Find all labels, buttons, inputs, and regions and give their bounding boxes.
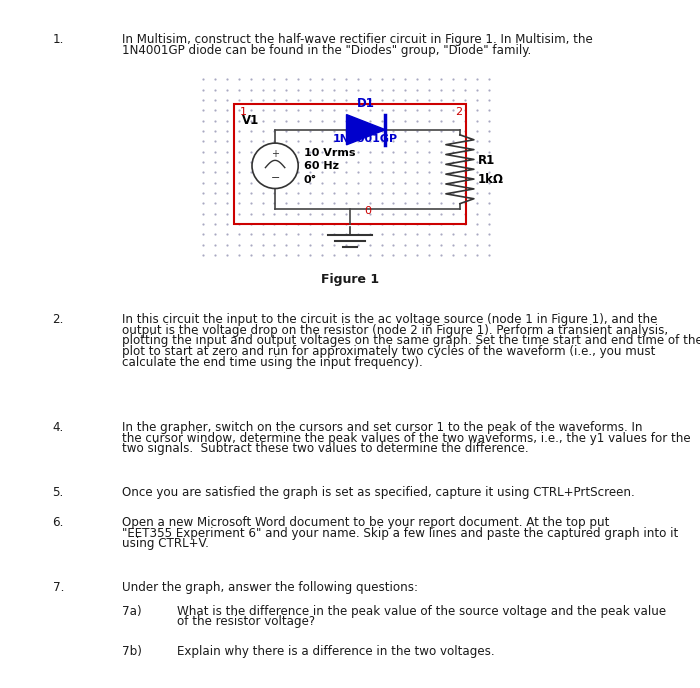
- Text: 2: 2: [455, 107, 462, 117]
- Circle shape: [252, 143, 298, 189]
- Polygon shape: [346, 115, 385, 145]
- Text: plot to start at zero and run for approximately two cycles of the waveform (i.e.: plot to start at zero and run for approx…: [122, 345, 656, 358]
- Text: What is the difference in the peak value of the source voltage and the peak valu: What is the difference in the peak value…: [177, 605, 666, 618]
- Text: Once you are satisfied the graph is set as specified, capture it using CTRL+PrtS: Once you are satisfied the graph is set …: [122, 486, 636, 499]
- Bar: [234, 104, 466, 224]
- Text: 0°: 0°: [304, 175, 317, 184]
- Text: R1: R1: [477, 155, 495, 167]
- Text: 1.: 1.: [52, 33, 64, 46]
- Text: In this circuit the input to the circuit is the ac voltage source (node 1 in Fig: In this circuit the input to the circuit…: [122, 313, 658, 326]
- Text: Explain why there is a difference in the two voltages.: Explain why there is a difference in the…: [177, 645, 495, 658]
- Text: output is the voltage drop on the resistor (node 2 in Figure 1). Perform a trans: output is the voltage drop on the resist…: [122, 323, 668, 336]
- Text: D1: D1: [356, 98, 374, 110]
- Text: Under the graph, answer the following questions:: Under the graph, answer the following qu…: [122, 581, 419, 594]
- Text: 1kΩ: 1kΩ: [477, 173, 503, 186]
- Text: 1N4001GP diode can be found in the "Diodes" group, "Diode" family.: 1N4001GP diode can be found in the "Diod…: [122, 44, 532, 56]
- Text: In the grapher, switch on the cursors and set cursor 1 to the peak of the wavefo: In the grapher, switch on the cursors an…: [122, 421, 643, 434]
- Text: of the resistor voltage?: of the resistor voltage?: [177, 615, 315, 628]
- Text: 7.: 7.: [52, 581, 64, 594]
- Text: 7a): 7a): [122, 605, 142, 618]
- Text: Open a new Microsoft Word document to be your report document. At the top put: Open a new Microsoft Word document to be…: [122, 516, 610, 529]
- Text: −: −: [270, 173, 280, 183]
- Text: 10 Vrms: 10 Vrms: [304, 149, 356, 158]
- Text: the cursor window, determine the peak values of the two waveforms, i.e., the y1 : the cursor window, determine the peak va…: [122, 432, 691, 444]
- Text: 60 Hz: 60 Hz: [304, 161, 339, 171]
- Text: plotting the input and output voltages on the same graph. Set the time start and: plotting the input and output voltages o…: [122, 334, 700, 347]
- Text: 2.: 2.: [52, 313, 64, 326]
- Text: In Multisim, construct the half-wave rectifier circuit in Figure 1. In Multisim,: In Multisim, construct the half-wave rec…: [122, 33, 594, 46]
- Text: calculate the end time using the input frequency).: calculate the end time using the input f…: [122, 356, 424, 369]
- Text: two signals.  Subtract these two values to determine the difference.: two signals. Subtract these two values t…: [122, 442, 529, 455]
- Text: 1: 1: [240, 107, 247, 117]
- Text: Figure 1: Figure 1: [321, 273, 379, 286]
- Text: 6.: 6.: [52, 516, 64, 529]
- Text: using CTRL+V.: using CTRL+V.: [122, 537, 209, 550]
- Text: 4.: 4.: [52, 421, 64, 434]
- Text: 1N4001GP: 1N4001GP: [332, 133, 398, 144]
- Text: "EET355 Experiment 6" and your name. Skip a few lines and paste the captured gra: "EET355 Experiment 6" and your name. Ski…: [122, 527, 679, 539]
- Text: V1: V1: [241, 114, 259, 127]
- Text: 7b): 7b): [122, 645, 142, 658]
- Text: +: +: [271, 149, 279, 159]
- Text: 0: 0: [364, 206, 371, 216]
- Text: 5.: 5.: [52, 486, 64, 499]
